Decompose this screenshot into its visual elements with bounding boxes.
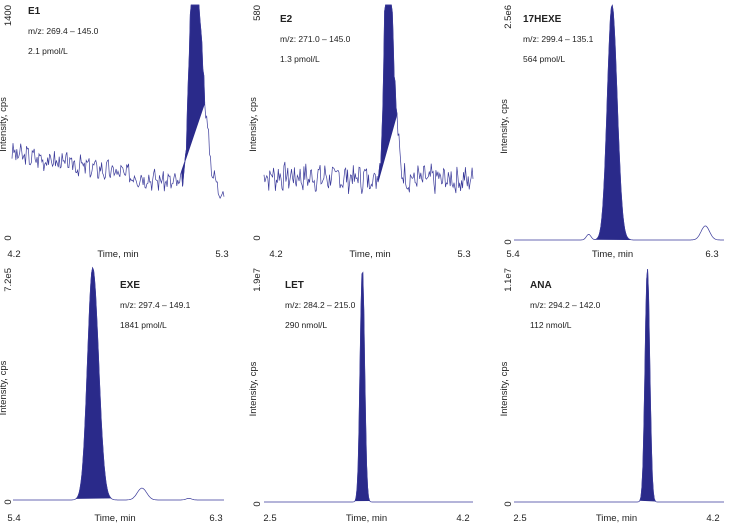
peak-area: [75, 266, 112, 499]
x-max-tick: 5.3: [457, 249, 470, 260]
x-axis-label: Time, min: [97, 249, 138, 260]
y-max-tick: 1400: [3, 5, 14, 26]
trace-line: [264, 271, 473, 503]
y-max-tick: 580: [252, 5, 263, 21]
concentration: 2.1 pmol/L: [28, 46, 68, 56]
x-axis-label: Time, min: [349, 249, 390, 260]
trace-line: [514, 269, 724, 503]
panel-ana: Intensity, cps 1.1e7 0 2.5 4.2 Time, min ANA m/…: [499, 268, 724, 524]
analyte-name: EXE: [120, 280, 140, 291]
y-max-tick: 2.5e6: [503, 5, 514, 29]
y-min-tick: 0: [503, 501, 514, 506]
y-min-tick: 0: [503, 239, 514, 244]
x-min-tick: 2.5: [513, 513, 526, 524]
x-axis-label: Time, min: [94, 513, 135, 524]
x-max-tick: 4.2: [706, 513, 719, 524]
mrm-transition: m/z: 271.0 – 145.0: [280, 34, 351, 44]
analyte-name: E1: [28, 6, 41, 17]
concentration: 1841 pmol/L: [120, 320, 167, 330]
y-max-tick: 1.1e7: [503, 268, 514, 292]
panel-e2: Intensity, cps 580 0 4.2 5.3 Time, min E2 m/z: …: [248, 4, 474, 260]
peak-area: [594, 4, 631, 240]
y-min-tick: 0: [3, 499, 14, 504]
trace-line: [11, 4, 225, 200]
x-max-tick: 6.3: [705, 249, 718, 260]
y-min-tick: 0: [252, 501, 263, 506]
peak-area: [354, 271, 371, 502]
panel-let: Intensity, cps 1.9e7 0 2.5 4.2 Time, min LET m/…: [248, 268, 473, 524]
x-axis-label: Time, min: [596, 513, 637, 524]
mrm-transition: m/z: 284.2 – 215.0: [285, 300, 356, 310]
mrm-transition: m/z: 299.4 – 135.1: [523, 34, 594, 44]
y-axis-label: Intensity, cps: [0, 360, 9, 415]
analyte-name: 17HEXE: [523, 14, 562, 25]
x-min-tick: 2.5: [263, 513, 276, 524]
concentration: 112 nmol/L: [530, 320, 572, 330]
trace-line: [13, 266, 224, 501]
y-axis-label: Intensity, cps: [248, 97, 259, 152]
y-min-tick: 0: [252, 235, 263, 240]
analyte-name: LET: [285, 280, 304, 291]
analyte-name: ANA: [530, 280, 552, 291]
mrm-transition: m/z: 297.4 – 149.1: [120, 300, 191, 310]
y-axis-label: Intensity, cps: [499, 99, 510, 154]
x-min-tick: 4.2: [7, 249, 20, 260]
y-axis-label: Intensity, cps: [248, 361, 259, 416]
peak-area: [639, 269, 656, 502]
x-axis-label: Time, min: [346, 513, 387, 524]
x-max-tick: 6.3: [209, 513, 222, 524]
y-max-tick: 7.2e5: [3, 268, 14, 292]
trace-line: [263, 4, 474, 195]
x-axis-label: Time, min: [592, 249, 633, 260]
panel-17hexe: Intensity, cps 2.5e6 0 5.4 6.3 Time, min 17HEX…: [499, 4, 724, 260]
concentration: 290 nmol/L: [285, 320, 327, 330]
x-max-tick: 5.3: [215, 249, 228, 260]
panel-e1: Intensity, cps 1400 0 4.2 5.3 Time, min E1 m/z:…: [0, 4, 229, 260]
x-min-tick: 5.4: [7, 513, 20, 524]
y-axis-label: Intensity, cps: [499, 361, 510, 416]
trace-line: [514, 4, 724, 241]
panel-exe: Intensity, cps 7.2e5 0 5.4 6.3 Time, min EXE m/…: [0, 266, 224, 524]
y-min-tick: 0: [3, 235, 14, 240]
mrm-transition: m/z: 269.4 – 145.0: [28, 26, 99, 36]
mrm-transition: m/z: 294.2 – 142.0: [530, 300, 601, 310]
analyte-name: E2: [280, 14, 293, 25]
y-max-tick: 1.9e7: [252, 268, 263, 292]
x-min-tick: 5.4: [506, 249, 519, 260]
concentration: 1.3 pmol/L: [280, 54, 320, 64]
y-axis-label: Intensity, cps: [0, 97, 9, 152]
x-min-tick: 4.2: [269, 249, 282, 260]
x-max-tick: 4.2: [456, 513, 469, 524]
concentration: 564 pmol/L: [523, 54, 565, 64]
